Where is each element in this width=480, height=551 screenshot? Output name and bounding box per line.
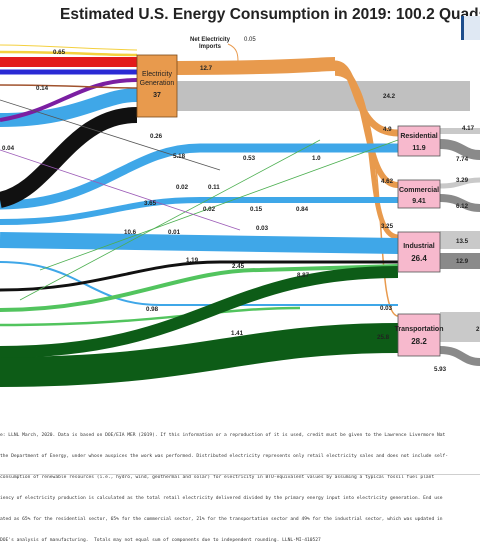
node-industrial-value: 26.4 <box>411 254 427 263</box>
node-electricity-name2: Generation <box>140 80 175 87</box>
flow-value-label: 0.14 <box>36 85 49 92</box>
footnote: e: LLNL March, 2020. Data is based on DO… <box>0 418 480 551</box>
flow-coal-electricity <box>0 107 138 208</box>
bottom-rule <box>0 474 480 475</box>
footnote-line: DOE's analysis of manufacturing. Totals … <box>0 538 321 543</box>
footnote-line: ated as 65% for the residential sector, … <box>0 517 443 522</box>
flow-value-label: 0.26 <box>150 133 163 140</box>
flow-value-label: 4.17 <box>462 125 475 132</box>
flow-value-label: 2 <box>476 326 480 333</box>
imports-value: 0.05 <box>244 37 256 43</box>
flow-value-label: 12.9 <box>456 258 469 265</box>
flow-solar-electricity-in <box>0 44 138 51</box>
flow-value-label: 4.62 <box>381 178 394 185</box>
footnote-line: consumption of renewable resources (i.e.… <box>0 475 435 480</box>
flow-value-label: 0.84 <box>296 206 309 213</box>
flow-petroleum-industrial <box>0 266 399 358</box>
flow-value-label: 0.02 <box>176 184 189 191</box>
diagram-title: Estimated U.S. Energy Consumption in 201… <box>60 6 480 23</box>
node-commercial <box>397 179 441 209</box>
flow-value-label: 0.53 <box>243 155 256 162</box>
flow-value-label: 8.87 <box>297 272 310 279</box>
flow-value-label: 3.29 <box>456 177 469 184</box>
flow-transport-services <box>439 346 480 366</box>
flow-value-label: 0.01 <box>168 229 181 236</box>
flow-value-label: 10.6 <box>124 229 137 236</box>
flow-thin-4 <box>0 99 221 171</box>
node-transportation <box>397 313 441 357</box>
node-transportation-value: 28.2 <box>411 337 427 346</box>
flow-value-label: 12.7 <box>200 65 213 72</box>
flow-thin-2 <box>19 139 321 301</box>
flow-geothermal-electricity <box>0 84 138 89</box>
flow-petroleum-transport <box>0 323 399 387</box>
node-electricity <box>136 54 178 118</box>
flow-commercial-services <box>439 194 480 212</box>
node-commercial-value: 9.41 <box>412 198 426 205</box>
flow-gas-industrial <box>0 232 399 254</box>
flow-biomass-industrial <box>0 264 399 312</box>
flow-value-label: 1.41 <box>231 330 244 337</box>
flow-diagram: Electricity Generation 37 Residential 11… <box>0 37 480 387</box>
footnote-line: the Department of Energy, under whose au… <box>0 454 449 459</box>
flow-thin-1 <box>39 139 399 271</box>
flow-coal-industrial <box>0 260 398 292</box>
node-residential-name: Residential <box>400 133 437 140</box>
flow-electricity-industrial <box>334 69 399 240</box>
flow-value-label: 24.2 <box>383 93 396 100</box>
flow-value-label: 5.18 <box>173 153 186 160</box>
flow-value-label: 0.15 <box>250 206 263 213</box>
flow-value-label: 25.8 <box>377 334 390 341</box>
llnl-logo <box>461 16 480 40</box>
flow-value-label: 1.0 <box>312 155 321 162</box>
flow-value-label: 6.12 <box>456 203 469 210</box>
flow-value-label: 13.5 <box>456 238 469 245</box>
node-electricity-value: 37 <box>153 92 161 99</box>
flow-gas-residential <box>0 143 398 210</box>
flow-imports <box>227 43 239 63</box>
flow-value-label: 4.9 <box>383 126 392 133</box>
flow-value-label: 5.93 <box>434 366 447 373</box>
sankey-svg: Electricity Generation 37 Residential 11… <box>0 37 480 387</box>
flow-value-label: 0.04 <box>2 145 15 152</box>
flow-wind-electricity <box>0 78 138 122</box>
flow-commercial-rejected <box>439 177 480 189</box>
node-commercial-name: Commercial <box>399 187 439 194</box>
flow-value-label: 2.45 <box>232 263 245 270</box>
node-transportation-name: Transportation <box>394 326 443 333</box>
flow-biomass-transport <box>0 306 301 327</box>
flow-gas-transport <box>0 261 398 306</box>
footnote-line: iency of electricity production is calcu… <box>0 496 443 501</box>
flow-value-label: 3.65 <box>144 200 157 207</box>
flow-value-label: 0.98 <box>146 306 159 313</box>
node-electricity-name1: Electricity <box>142 71 172 78</box>
flow-electricity-out <box>176 57 336 75</box>
flow-value-label: 0.11 <box>208 184 220 191</box>
node-industrial <box>397 231 441 273</box>
flow-gas-commercial <box>0 197 398 225</box>
flow-solar-electricity <box>0 50 138 57</box>
flow-value-label: 0.03 <box>256 225 269 232</box>
flow-residential-services <box>439 139 480 160</box>
flow-value-label: 3.25 <box>381 223 394 230</box>
footnote-line: e: LLNL March, 2020. Data is based on DO… <box>0 433 446 438</box>
imports-label-1: Net Electricity <box>190 37 231 43</box>
node-industrial-name: Industrial <box>403 243 435 250</box>
flow-value-label: 0.65 <box>53 49 66 56</box>
flow-gas-electricity <box>0 88 138 127</box>
flow-value-label: 0.03 <box>380 305 393 312</box>
flow-value-label: 7.74 <box>456 156 469 163</box>
node-residential <box>397 125 441 157</box>
flow-value-label: 1.19 <box>186 257 199 264</box>
flow-value-label: 0.02 <box>203 206 216 213</box>
flow-label-group: 0.65 12.7 24.2 0.14 0.26 4.9 4.17 5.18 0.53 1.0 7.… <box>2 49 480 373</box>
node-residential-value: 11.9 <box>412 145 425 152</box>
flow-thin-3 <box>0 149 241 231</box>
imports-label-2: Imports <box>199 44 222 50</box>
